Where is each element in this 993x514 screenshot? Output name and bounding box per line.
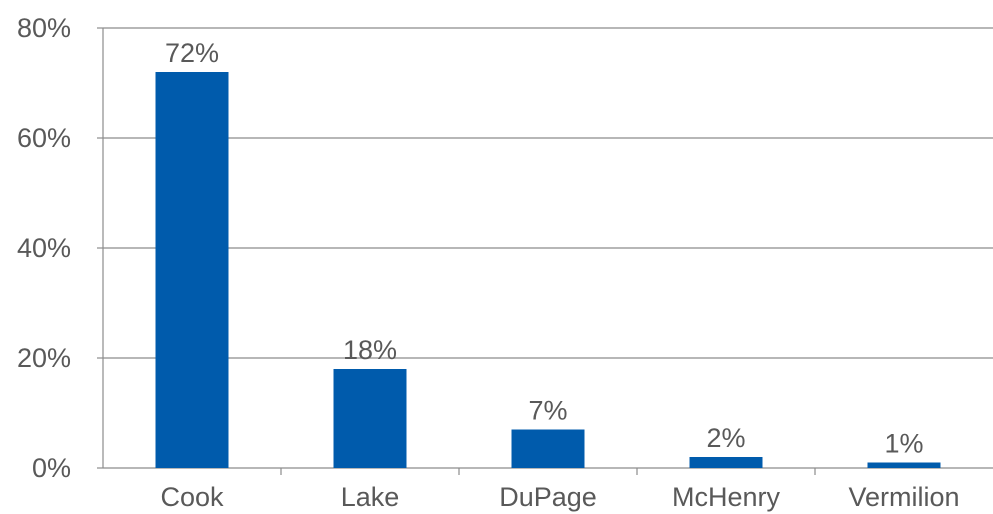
y-tick-label: 80% (17, 13, 71, 43)
bar-lake (333, 369, 407, 468)
data-label: 7% (528, 396, 567, 426)
y-tick-label: 20% (17, 343, 71, 373)
bar-mchenry (689, 457, 763, 468)
bar-cook (155, 72, 229, 468)
x-tick-label: DuPage (499, 482, 597, 512)
x-tick-label: Lake (341, 482, 400, 512)
data-label: 2% (706, 423, 745, 453)
x-tick-label: Cook (160, 482, 224, 512)
bar-dupage (511, 429, 585, 468)
y-tick-label: 40% (17, 233, 71, 263)
x-tick-label: McHenry (672, 482, 781, 512)
bar-vermilion (867, 462, 941, 468)
data-label: 72% (165, 38, 219, 68)
y-tick-label: 0% (32, 453, 71, 483)
data-label: 18% (343, 335, 397, 365)
labels: 0% 20% 40% 60% 80% 72% Cook 18% Lake 7% DuPage 2% Mc… (17, 13, 960, 512)
y-tick-label: 60% (17, 123, 71, 153)
x-tick-label: Vermilion (848, 482, 959, 512)
data-label: 1% (884, 429, 923, 459)
gridlines (103, 27, 993, 359)
bars (155, 72, 941, 468)
